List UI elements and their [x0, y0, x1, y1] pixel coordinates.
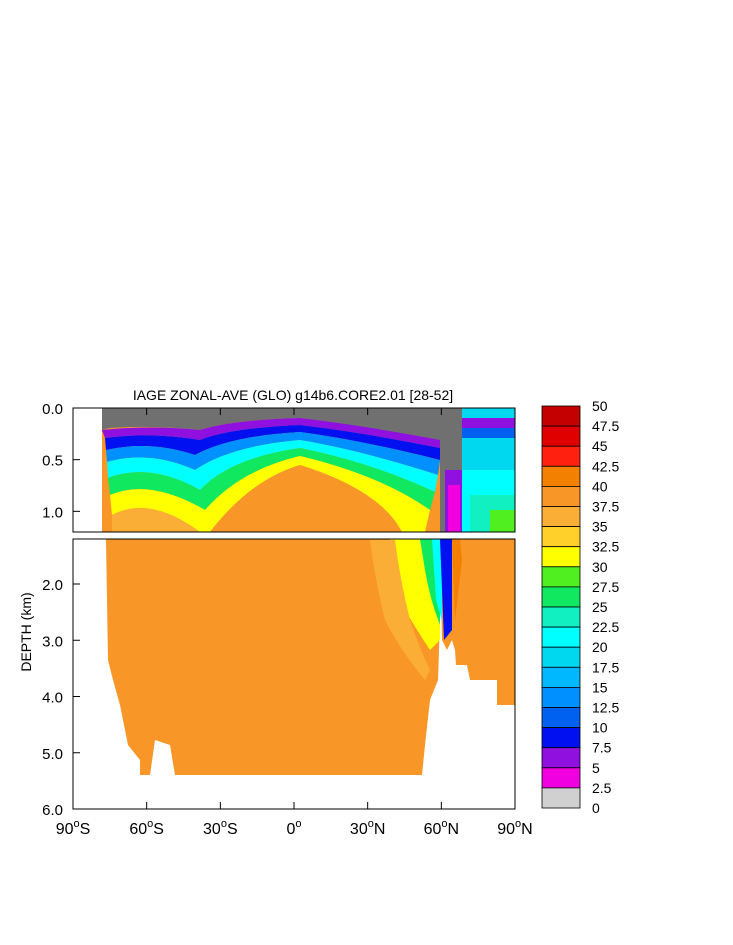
colorbar-swatch — [541, 465, 581, 487]
colorbar-swatch — [541, 586, 581, 608]
axes: 90oS 60oS 30oS 0o 30oN 60oN 90oN 0.0 0.5 1.0 2.0 3.… — [42, 401, 533, 838]
y-tick-label: 2.0 — [42, 577, 63, 594]
y-tick-label: 0.0 — [42, 401, 63, 418]
x-tick-label: 60oN — [424, 818, 459, 838]
colorbar-label: 12.5 — [592, 700, 619, 716]
x-tick-label: 60oS — [129, 818, 164, 838]
chart-title: IAGE ZONAL-AVE (GLO) g14b6.CORE2.01 [28-… — [133, 387, 453, 403]
y-tick-label: 4.0 — [42, 690, 63, 707]
colorbar-swatch — [541, 566, 581, 588]
colorbar-swatch — [541, 787, 581, 809]
y-tick-label: 6.0 — [42, 802, 63, 819]
upper-contour-field — [73, 408, 515, 532]
colorbar-swatch — [541, 747, 581, 769]
x-tick-label: 90oS — [56, 818, 91, 838]
colorbar-swatch — [541, 727, 581, 749]
y-tick-label: 1.0 — [42, 504, 63, 521]
lower-contour-field — [73, 539, 515, 809]
colorbar-label: 27.5 — [592, 579, 619, 595]
x-tick-label: 30oN — [350, 818, 385, 838]
colorbar-swatch — [541, 546, 581, 568]
colorbar-label: 42.5 — [592, 458, 619, 474]
colorbar-label: 2.5 — [592, 780, 612, 796]
lower-panel — [72, 538, 516, 810]
x-tick-label: 30oS — [203, 818, 238, 838]
colorbar-label: 32.5 — [592, 539, 619, 555]
colorbar-label: 45 — [592, 438, 608, 454]
y-axis-label: DEPTH (km) — [18, 592, 34, 671]
colorbar-swatch — [541, 445, 581, 467]
colorbar-swatch — [541, 405, 581, 427]
x-tick-label: 90oN — [497, 818, 532, 838]
colorbar-swatch — [541, 485, 581, 507]
y-tick-label: 3.0 — [42, 633, 63, 650]
colorbar-label: 40 — [592, 478, 608, 494]
colorbar-swatch — [541, 687, 581, 708]
colorbar-swatch — [541, 606, 581, 628]
colorbar-swatch — [541, 767, 581, 789]
colorbar-swatch — [541, 646, 581, 668]
colorbar-swatch — [541, 425, 581, 447]
colorbar-label: 30 — [592, 559, 608, 575]
colorbar-label: 5 — [592, 760, 600, 776]
colorbar-label: 35 — [592, 519, 608, 535]
colorbar-swatch — [541, 707, 581, 729]
upper-panel — [72, 407, 516, 533]
y-tick-label: 5.0 — [42, 746, 63, 763]
x-tick-label: 0o — [286, 818, 301, 838]
colorbar-swatch — [541, 506, 581, 528]
colorbar-label: 22.5 — [592, 619, 619, 635]
y-tick-label: 0.5 — [42, 453, 63, 470]
colorbar-label: 47.5 — [592, 418, 619, 434]
colorbar-label: 37.5 — [592, 499, 619, 515]
colorbar-label: 17.5 — [592, 659, 619, 675]
colorbar-label: 20 — [592, 639, 608, 655]
colorbar: 5047.54542.54037.53532.53027.52522.52017… — [541, 398, 619, 816]
colorbar-swatch — [541, 666, 581, 688]
colorbar-label: 7.5 — [592, 740, 612, 756]
colorbar-label: 25 — [592, 599, 608, 615]
colorbar-label: 50 — [592, 398, 608, 414]
colorbar-swatch — [541, 626, 581, 648]
colorbar-label: 15 — [592, 679, 608, 695]
colorbar-label: 0 — [592, 800, 600, 816]
colorbar-label: 10 — [592, 720, 608, 736]
colorbar-swatch — [541, 526, 581, 548]
